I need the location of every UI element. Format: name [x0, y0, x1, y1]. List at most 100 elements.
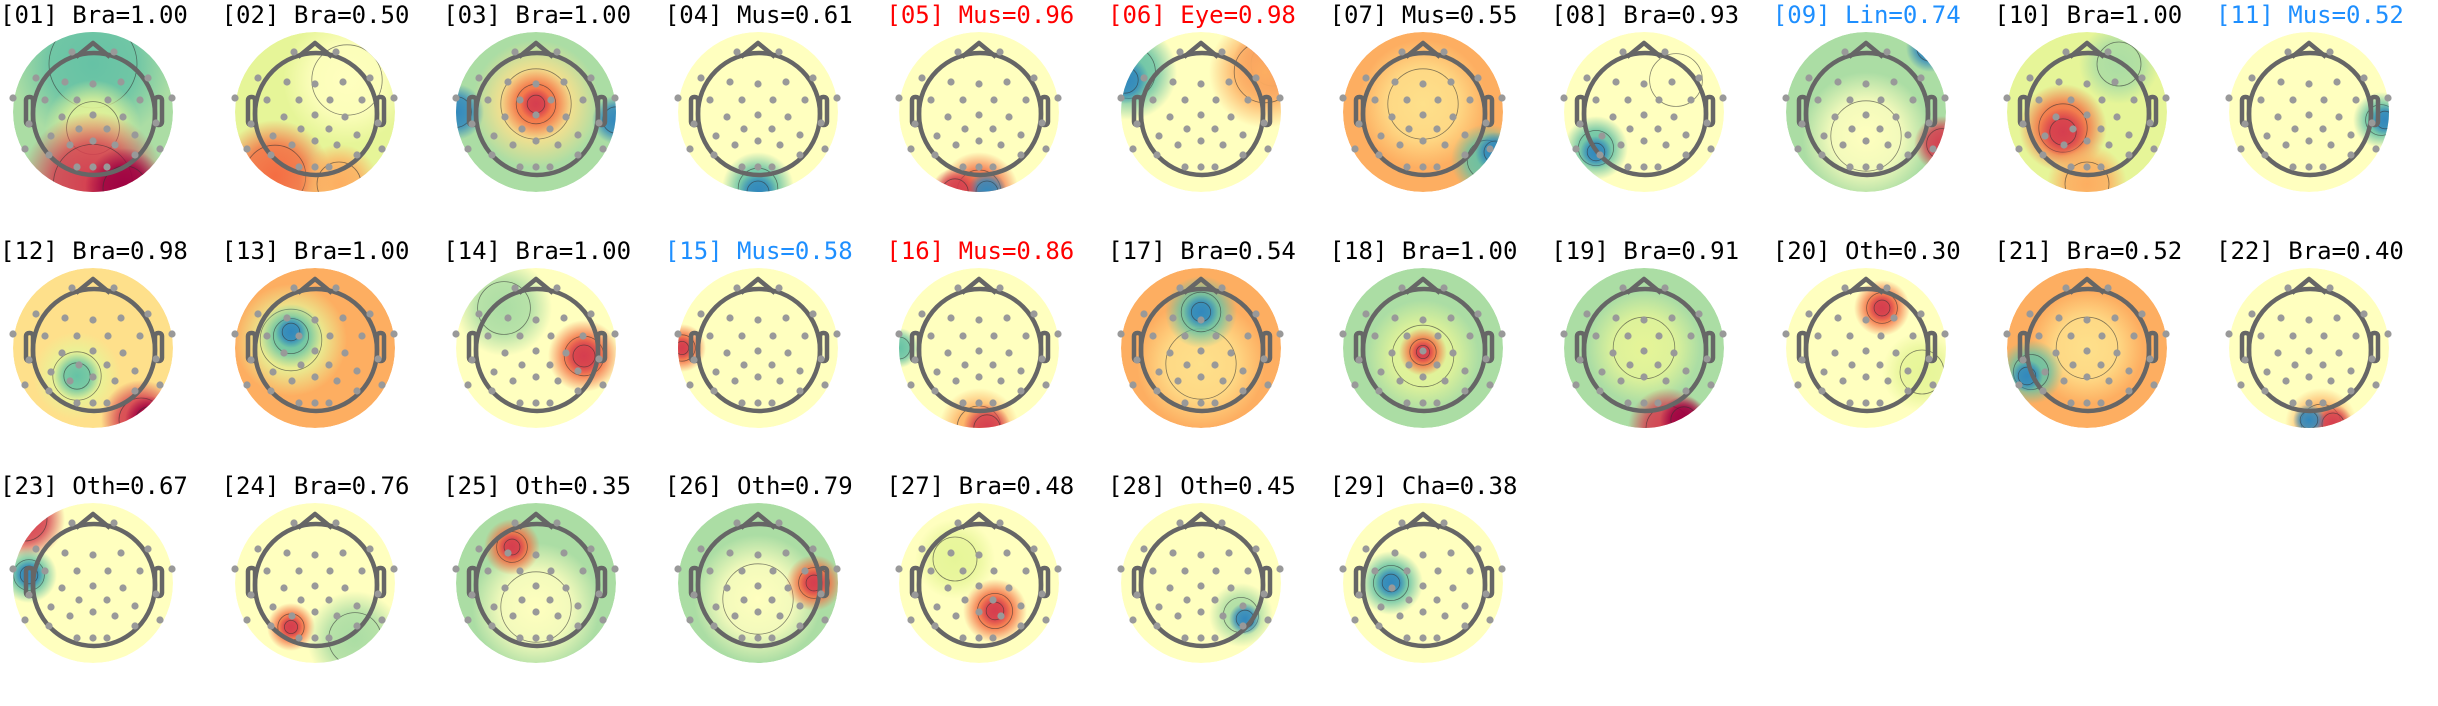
electrode-dot	[2026, 74, 2034, 82]
electrode-dot	[1640, 111, 1648, 119]
electrode-dot	[821, 616, 829, 624]
topomap-component: [12] Bra=0.98	[0, 236, 222, 471]
electrode-dot	[2289, 163, 2297, 171]
electrode-dot	[731, 141, 739, 149]
electrode-dot	[1017, 622, 1025, 630]
electrode-dot	[959, 96, 967, 104]
electrode-dot	[2052, 113, 2060, 121]
electrode-dot	[1925, 354, 1933, 363]
electrode-dot	[484, 96, 492, 104]
electrode-dot	[784, 113, 792, 121]
electrode-dot	[768, 125, 776, 133]
topomap	[9, 32, 176, 192]
electrode-dot	[1003, 78, 1011, 86]
electrode-dot	[1404, 125, 1413, 133]
electrode-dot	[1640, 346, 1648, 355]
electrode-dot	[452, 94, 460, 102]
topomap-component: [21] Bra=0.52	[1994, 236, 2216, 471]
electrode-dot	[1129, 380, 1137, 389]
electrode-dot	[25, 591, 33, 599]
electrode-dot	[1005, 113, 1013, 121]
electrode-dot	[1846, 96, 1854, 104]
electrode-dot	[1465, 567, 1474, 575]
electrode-dot	[2069, 360, 2077, 369]
topomap-component: [18] Bra=1.00	[1330, 236, 1552, 471]
electrode-dot	[2291, 360, 2299, 369]
electrode-dot	[32, 545, 40, 553]
head-outline	[466, 40, 608, 178]
electrode-dot	[954, 48, 962, 56]
electrode-dot	[574, 131, 582, 139]
electrode-dot	[975, 80, 983, 88]
component-title: [23] Oth=0.67	[0, 472, 188, 500]
electrode-dot	[1038, 354, 1046, 363]
electrode-dot	[2098, 96, 2106, 104]
electrode-dot	[733, 519, 741, 527]
electrode-dot	[1448, 348, 1457, 357]
electrode-dot	[1402, 331, 1411, 340]
electrode-dot	[2261, 151, 2269, 159]
activation-blob	[677, 335, 694, 360]
contour-line	[456, 96, 472, 128]
electrode-dot	[1890, 313, 1898, 322]
electrode-dot	[754, 315, 762, 324]
electrode-dot	[1174, 141, 1182, 149]
head-outline	[688, 276, 830, 413]
electrode-dot	[287, 612, 296, 620]
activation-blob	[53, 351, 101, 400]
electrode-dot	[262, 567, 271, 575]
electrode-dot	[726, 549, 734, 557]
electrode-dot	[817, 354, 825, 363]
electrode-dot	[1818, 386, 1826, 395]
electrode-dot	[1227, 113, 1235, 121]
electrode-dot	[73, 163, 81, 171]
electrode-dot	[61, 78, 69, 86]
electrode-dot	[959, 398, 967, 407]
electrode-dot	[1662, 376, 1670, 385]
electrode-dot	[268, 603, 277, 611]
topomap	[2225, 267, 2392, 428]
electrode-dot	[2305, 163, 2313, 171]
electrode-dot	[509, 612, 517, 620]
electrode-dot	[152, 590, 160, 598]
electrode-dot	[954, 283, 962, 292]
electrode-dot	[1374, 622, 1383, 630]
electrode-dot	[279, 348, 288, 357]
electrode-dot	[754, 80, 762, 88]
electrode-dot	[1617, 141, 1625, 149]
electrode-dot	[1841, 283, 1849, 292]
electrode-dot	[1197, 582, 1205, 590]
electrode-dot	[821, 380, 829, 389]
electrode-dot	[821, 145, 829, 153]
electrode-dot	[2104, 48, 2112, 56]
topomap-component: [24] Bra=0.76	[222, 471, 444, 706]
electrode-dot	[1354, 120, 1363, 128]
electrode-dot	[1176, 283, 1184, 292]
electrode-dot	[2125, 131, 2133, 139]
electrode-dot	[230, 329, 239, 338]
electrode-dot	[990, 331, 998, 340]
electrode-dot	[1239, 366, 1247, 375]
electrode-dot	[131, 622, 139, 630]
activation-blob	[963, 403, 1012, 428]
topomap	[230, 32, 398, 192]
electrode-dot	[560, 549, 568, 557]
electrode-dot	[2225, 94, 2233, 102]
electrode-dot	[21, 380, 29, 389]
electrode-dot	[516, 331, 524, 340]
electrode-dot	[325, 96, 334, 104]
component-title: [04] Mus=0.61	[664, 1, 853, 29]
electrode-dot	[1169, 549, 1177, 557]
electrode-dot	[1054, 329, 1062, 338]
contour-line	[1381, 573, 1400, 593]
electrode-dot	[1848, 125, 1856, 133]
component-title: [12] Bra=0.98	[0, 236, 188, 265]
electrode-dot	[996, 519, 1004, 527]
electrode-dot	[294, 331, 303, 340]
electrode-dot	[1460, 366, 1469, 375]
electrode-dot	[1181, 96, 1189, 104]
electrode-dot	[911, 120, 919, 128]
electrode-dot	[587, 309, 595, 318]
electrode-dot	[1583, 309, 1591, 318]
electrode-dot	[947, 549, 955, 557]
